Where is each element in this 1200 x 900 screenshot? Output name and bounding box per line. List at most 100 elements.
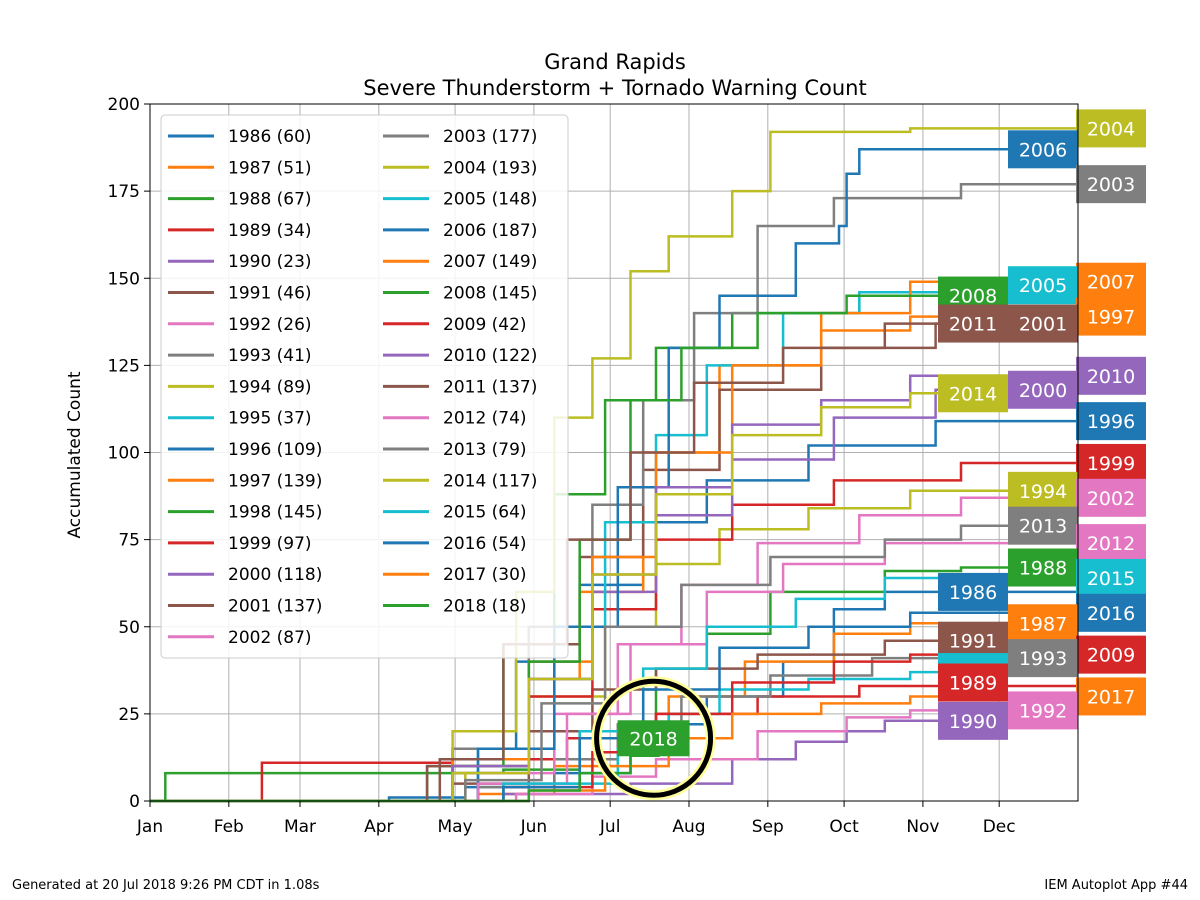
year-label-1992: 1992 <box>1008 691 1078 730</box>
year-label-text: 2011 <box>949 314 997 336</box>
legend-label: 2009 (42) <box>443 315 527 335</box>
year-label-text: 2002 <box>1087 488 1135 510</box>
x-tick-label: Dec <box>983 817 1016 837</box>
year-label-1999: 1999 <box>1076 443 1146 482</box>
legend-item-2010: 2010 (122) <box>383 346 537 366</box>
legend-label: 1998 (145) <box>228 503 322 523</box>
year-label-text: 2000 <box>1019 380 1067 402</box>
year-label-2006: 2006 <box>1008 130 1078 169</box>
year-label-box <box>1076 262 1146 301</box>
year-label-text: 2012 <box>1087 533 1135 555</box>
year-label-box <box>938 304 1008 343</box>
year-label-2012: 2012 <box>1076 524 1146 563</box>
y-tick-label: 150 <box>108 269 140 289</box>
year-label-2002: 2002 <box>1076 478 1146 517</box>
year-label-box <box>1076 478 1146 517</box>
year-label-2003: 2003 <box>1076 165 1146 204</box>
legend-item-2009: 2009 (42) <box>383 315 527 335</box>
legend-label: 1986 (60) <box>228 127 312 147</box>
year-label-text: 1987 <box>1019 613 1067 635</box>
year-label-box <box>1076 443 1146 482</box>
annotation-box <box>617 720 690 757</box>
legend-item-2000: 2000 (118) <box>168 565 322 585</box>
y-tick-label: 175 <box>108 182 140 202</box>
legend-label: 1997 (139) <box>228 471 322 491</box>
legend-label: 1987 (51) <box>228 158 312 178</box>
y-tick-label: 75 <box>118 531 140 551</box>
legend-item-1992: 1992 (26) <box>168 315 312 335</box>
x-tick-label: Jul <box>599 817 621 837</box>
year-label-text: 1989 <box>949 673 997 695</box>
legend-item-1994: 1994 (89) <box>168 377 312 397</box>
annotation-circle <box>594 678 714 798</box>
legend-item-1990: 1990 (23) <box>168 252 312 272</box>
year-label-2005: 2005 <box>1008 266 1078 305</box>
legend-label: 1990 (23) <box>228 252 312 272</box>
year-label-2017: 2017 <box>1076 677 1146 716</box>
legend-item-2004: 2004 (193) <box>383 158 537 178</box>
legend-item-2007: 2007 (149) <box>383 252 537 272</box>
legend-label: 2002 (87) <box>228 628 312 648</box>
legend-label: 1991 (46) <box>228 284 312 304</box>
year-label-1997: 1997 <box>1076 297 1146 336</box>
year-label-text: 2017 <box>1087 686 1135 708</box>
x-tick-label: Mar <box>284 817 316 837</box>
legend-label: 1989 (34) <box>228 221 312 241</box>
year-label-text: 1999 <box>1087 453 1135 475</box>
footer-app-label: IEM Autoplot App #44 <box>1044 878 1188 893</box>
x-tick-label: Sep <box>752 817 784 837</box>
year-label-text: 1988 <box>1019 558 1067 580</box>
year-label-1991: 1991 <box>938 621 1008 660</box>
year-label-2004: 2004 <box>1076 109 1146 148</box>
year-label-text: 2015 <box>1087 568 1135 590</box>
legend-label: 2000 (118) <box>228 565 322 585</box>
year-label-box <box>1008 691 1078 730</box>
year-label-2009: 2009 <box>1076 635 1146 674</box>
legend-label: 1992 (26) <box>228 315 312 335</box>
legend-item-2003: 2003 (177) <box>383 127 537 147</box>
legend-item-1996: 1996 (109) <box>168 440 322 460</box>
year-label-box <box>1008 506 1078 545</box>
y-tick-label: 50 <box>118 618 140 638</box>
legend-item-1999: 1999 (97) <box>168 534 312 554</box>
year-label-box <box>1076 402 1146 441</box>
legend-item-1987: 1987 (51) <box>168 158 312 178</box>
year-label-text: 2004 <box>1087 118 1135 140</box>
year-label-text: 2009 <box>1087 645 1135 667</box>
legend-label: 1995 (37) <box>228 409 312 429</box>
year-label-text: 2008 <box>949 286 997 308</box>
year-label-box <box>938 572 1008 611</box>
legend-item-2014: 2014 (117) <box>383 471 537 491</box>
year-label-text: 1990 <box>949 711 997 733</box>
x-tick-label: Aug <box>672 817 705 837</box>
legend-item-2008: 2008 (145) <box>383 284 537 304</box>
legend-item-1998: 1998 (145) <box>168 503 322 523</box>
legend-item-1997: 1997 (139) <box>168 471 322 491</box>
year-label-1988: 1988 <box>1008 548 1078 587</box>
year-label-text: 1997 <box>1087 307 1135 329</box>
year-label-text: 1993 <box>1019 648 1067 670</box>
year-label-box <box>1076 109 1146 148</box>
year-label-2016: 2016 <box>1076 593 1146 632</box>
chart-subtitle: Severe Thunderstorm + Tornado Warning Co… <box>363 76 866 100</box>
legend-item-2013: 2013 (79) <box>383 440 527 460</box>
year-label-text: 1992 <box>1019 700 1067 722</box>
footer-generated-text: Generated at 20 Jul 2018 9:26 PM CDT in … <box>12 878 320 893</box>
annotation-text: 2018 <box>629 728 677 750</box>
legend-label: 2013 (79) <box>443 440 527 460</box>
legend-label: 2003 (177) <box>443 127 537 147</box>
year-label-box <box>1008 130 1078 169</box>
year-label-text: 2014 <box>949 383 997 405</box>
year-label-1989: 1989 <box>938 663 1008 702</box>
legend-item-2015: 2015 (64) <box>383 503 527 523</box>
year-label-box <box>1008 471 1078 510</box>
year-label-box <box>1076 356 1146 395</box>
legend-label: 2011 (137) <box>443 377 537 397</box>
year-label-text: 2010 <box>1087 366 1135 388</box>
year-label-text: 2001 <box>1019 314 1067 336</box>
x-tick-label: May <box>438 817 473 837</box>
year-label-text: 2013 <box>1019 516 1067 538</box>
y-tick-label: 0 <box>129 792 140 812</box>
legend-item-2016: 2016 (54) <box>383 534 527 554</box>
